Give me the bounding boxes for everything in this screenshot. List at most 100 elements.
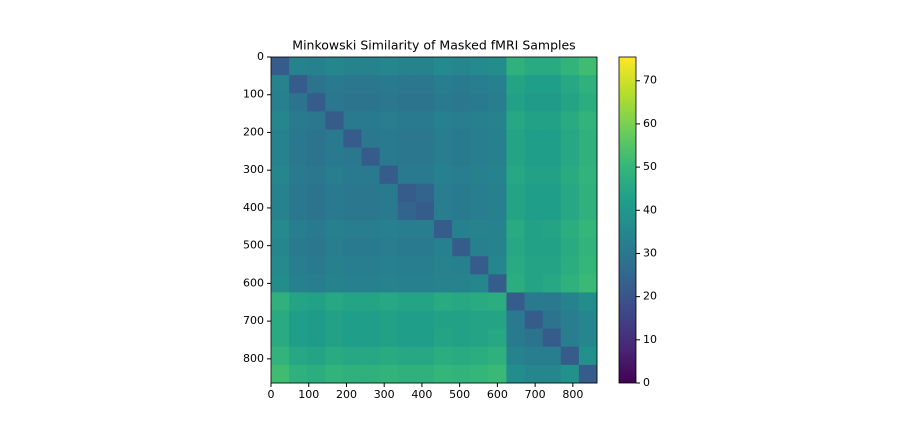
heatmap-cell [289, 220, 308, 239]
heatmap-cell [397, 310, 417, 330]
heatmap-cell [452, 274, 471, 293]
heatmap-cell [524, 364, 544, 384]
heatmap-cell [506, 147, 525, 167]
heatmap-cell [524, 57, 544, 76]
heatmap-cell [343, 201, 362, 221]
heatmap-cell [452, 147, 471, 167]
heatmap-cell [325, 93, 344, 112]
heatmap-cell [434, 274, 453, 293]
heatmap-cell [470, 364, 489, 384]
heatmap-cell [343, 274, 362, 293]
heatmap-cell [452, 129, 471, 148]
colorbar [618, 56, 637, 384]
y-tick-label: 200 [243, 125, 264, 138]
heatmap-cell [506, 111, 525, 130]
heatmap-cell [542, 346, 562, 366]
heatmap-cell [271, 165, 290, 185]
heatmap-cell [560, 310, 580, 330]
heatmap-cell [506, 201, 525, 221]
heatmap-cell [271, 328, 290, 348]
heatmap-cell [289, 111, 308, 130]
heatmap-cell [307, 201, 326, 221]
heatmap-cell [542, 220, 562, 239]
heatmap-cell [361, 292, 381, 311]
heatmap-cell [361, 147, 381, 167]
heatmap-cell [271, 111, 290, 130]
heatmap-cell [542, 183, 562, 203]
heatmap-cell [379, 274, 399, 293]
heatmap-cell [470, 57, 489, 76]
heatmap-cell [379, 220, 399, 239]
heatmap-cell [307, 364, 326, 384]
heatmap-cell [361, 364, 381, 384]
heatmap-cell [271, 256, 290, 275]
heatmap-cell [343, 256, 362, 275]
heatmap-cell [415, 310, 435, 330]
heatmap-cell [434, 256, 453, 275]
heatmap-cell [524, 220, 544, 239]
heatmap-cell [361, 93, 381, 112]
heatmap-cell [434, 183, 453, 203]
heatmap-cell [343, 75, 362, 94]
heatmap-cell [307, 111, 326, 130]
heatmap-cell [524, 93, 544, 112]
heatmap-cell [307, 328, 326, 348]
heatmap-cell [560, 328, 580, 348]
heatmap-cell [524, 147, 544, 167]
heatmap-cell [578, 183, 598, 203]
heatmap-cell [325, 328, 344, 348]
heatmap-cell [397, 93, 417, 112]
heatmap-cell [415, 93, 435, 112]
heatmap-cell [325, 256, 344, 275]
x-tick-label: 700 [525, 388, 546, 401]
heatmap-cell [379, 93, 399, 112]
heatmap-cell [271, 364, 290, 384]
heatmap-cell [379, 310, 399, 330]
heatmap-cell [325, 75, 344, 94]
heatmap-cell [578, 328, 598, 348]
heatmap-cell [488, 238, 507, 257]
heatmap-cell [506, 220, 525, 239]
heatmap-cell [397, 183, 417, 203]
heatmap-cell [379, 328, 399, 348]
heatmap-cell [271, 93, 290, 112]
heatmap-cell [578, 274, 598, 293]
heatmap-cell [506, 310, 525, 330]
heatmap-cell [578, 220, 598, 239]
heatmap-cell [271, 129, 290, 148]
colorbar-tick-label: 60 [643, 117, 657, 130]
heatmap-cell [289, 147, 308, 167]
heatmap-cell [560, 111, 580, 130]
heatmap-cell [271, 57, 290, 76]
heatmap-cell [397, 75, 417, 94]
heatmap-cell [578, 111, 598, 130]
heatmap-cell [289, 274, 308, 293]
heatmap-cell [506, 274, 525, 293]
heatmap-cell [379, 256, 399, 275]
heatmap-cell [506, 57, 525, 76]
heatmap-cell [452, 310, 471, 330]
heatmap-cell [343, 111, 362, 130]
heatmap-cell [307, 57, 326, 76]
heatmap-cell [452, 57, 471, 76]
heatmap-cell [560, 346, 580, 366]
heatmap-cell [397, 220, 417, 239]
heatmap-cell [488, 147, 507, 167]
heatmap-cell [397, 346, 417, 366]
heatmap-cell [361, 328, 381, 348]
heatmap-cell [307, 274, 326, 293]
heatmap-cell [470, 310, 489, 330]
heatmap-cell [343, 147, 362, 167]
heatmap-cell [397, 292, 417, 311]
chart-title: Minkowski Similarity of Masked fMRI Samp… [292, 38, 575, 53]
heatmap-cell [379, 111, 399, 130]
heatmap-cell [470, 75, 489, 94]
heatmap-cell [307, 147, 326, 167]
y-tick-label: 500 [243, 239, 264, 252]
heatmap-cell [542, 238, 562, 257]
heatmap-cell [415, 183, 435, 203]
heatmap-cell [415, 346, 435, 366]
heatmap-cell [397, 111, 417, 130]
heatmap-cell [524, 310, 544, 330]
